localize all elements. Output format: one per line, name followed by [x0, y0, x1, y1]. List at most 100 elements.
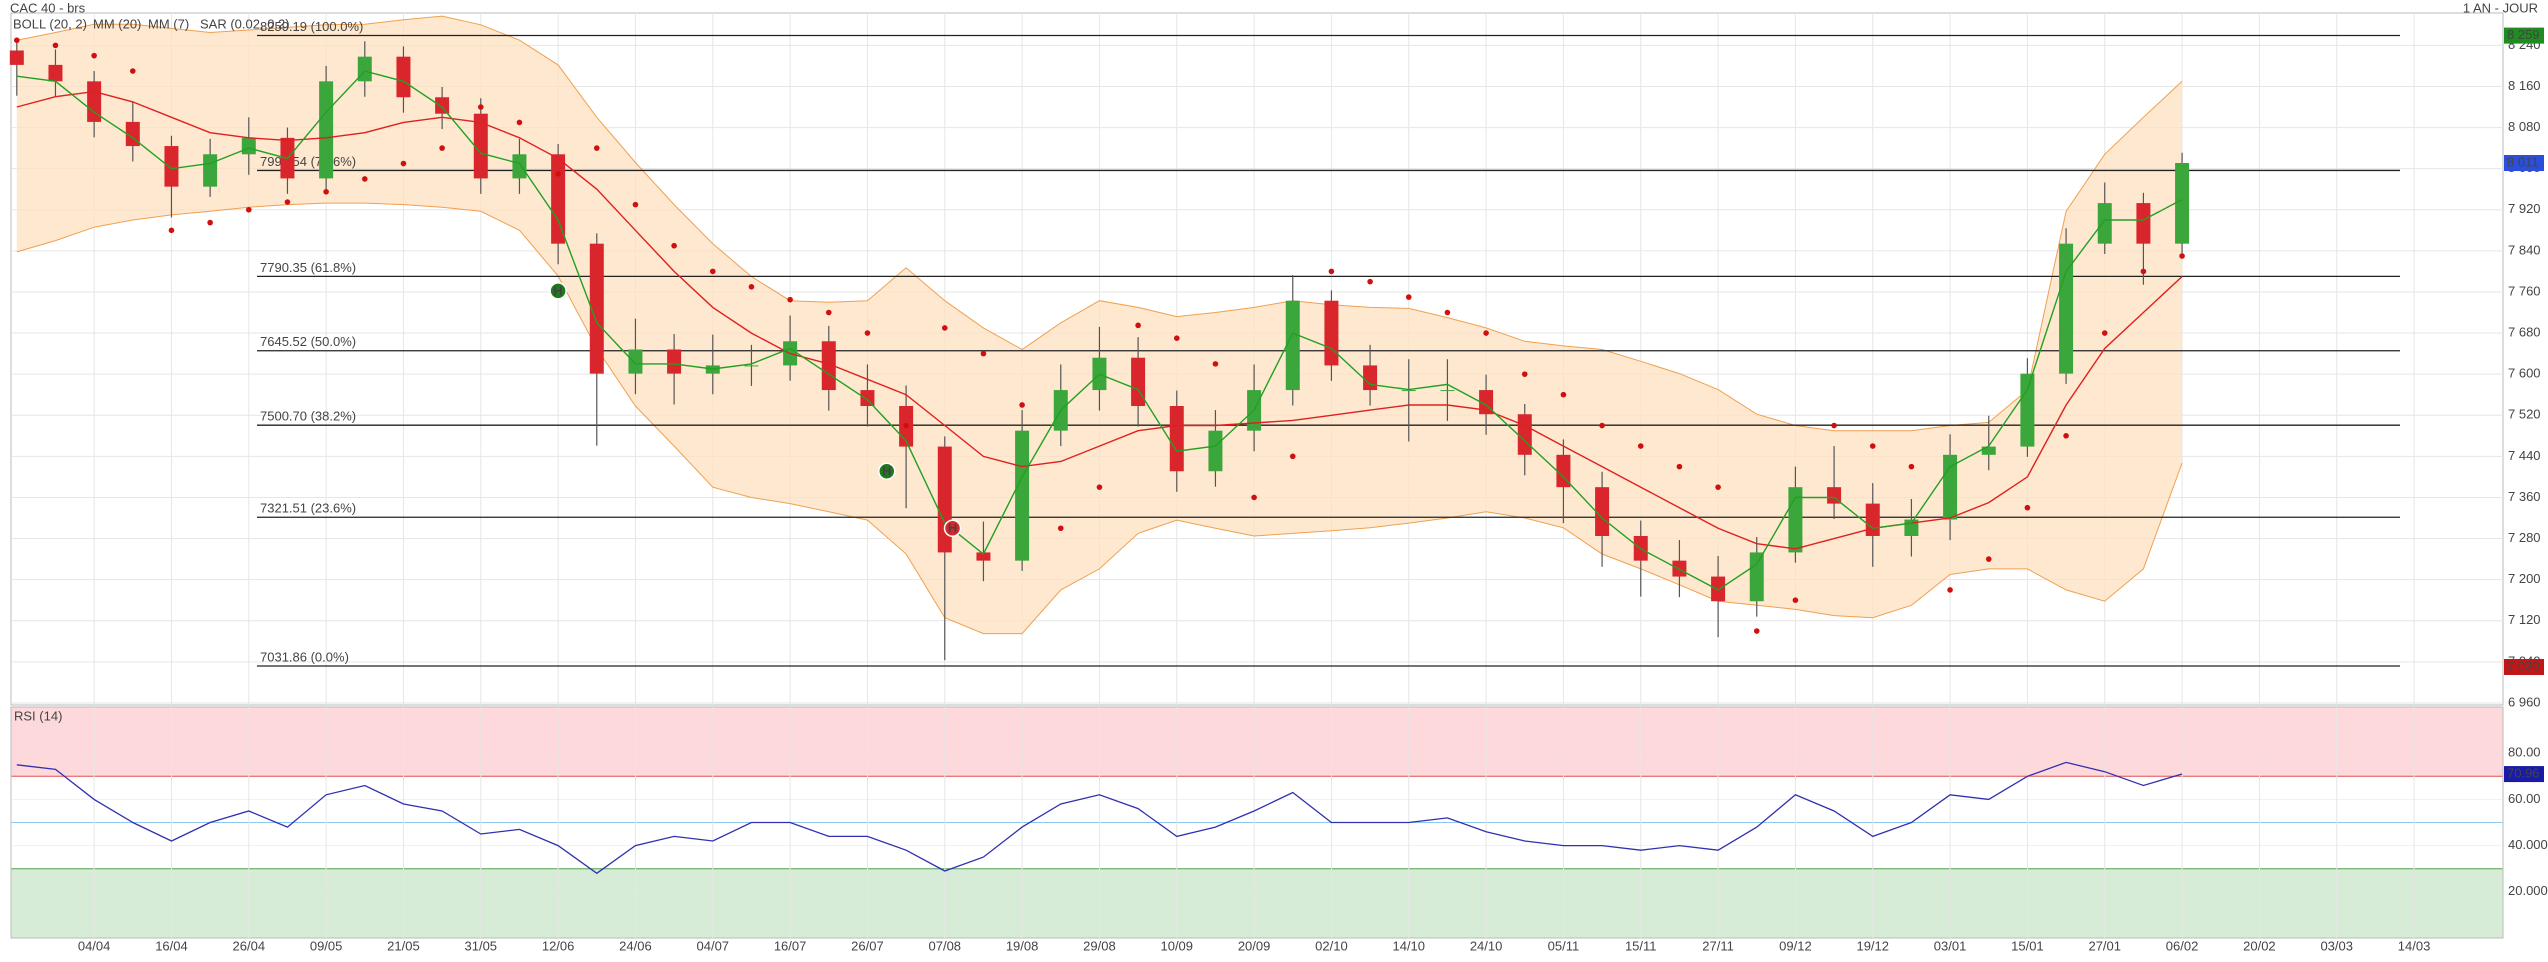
y-tick-label: 6 960 [2508, 694, 2541, 709]
y-tick-label: 80.00 [2508, 745, 2541, 760]
sar-dot [593, 145, 600, 151]
x-tick-label: 20/02 [2243, 938, 2276, 953]
moving-average [16, 90, 2183, 550]
sar-dot [1328, 268, 1335, 275]
sar-dot [903, 422, 909, 429]
candle-body [2136, 203, 2151, 244]
x-tick-label: 10/09 [1160, 938, 1193, 953]
price-tag-label: 8 011 [2507, 154, 2539, 169]
y-tick-label: 8 160 [2508, 78, 2541, 93]
chart-title: CAC 40 - brs [10, 0, 86, 15]
sar-dot [2179, 253, 2185, 259]
candle-body [1865, 503, 1880, 536]
candle-body [435, 97, 450, 114]
sar-dot [980, 350, 987, 357]
sar-dot [168, 227, 175, 234]
rsi-panel [10, 706, 2504, 939]
sar-dot [1444, 309, 1451, 316]
sar-dot [245, 206, 252, 213]
y-tick-label: 20.000 [2508, 883, 2548, 898]
candle-body [1595, 487, 1610, 536]
sar-dot [709, 268, 716, 275]
candle-body [1131, 357, 1146, 407]
sar-dot [864, 330, 871, 336]
candle-body [2175, 163, 2190, 244]
legend-entry: MM (7) [148, 16, 189, 31]
x-tick-label: 27/11 [1702, 938, 1734, 953]
sar-dot [1096, 484, 1103, 490]
x-tick-label: 04/07 [697, 938, 730, 953]
sar-dot [1676, 463, 1683, 470]
level-label: 7996.54 (78.6%) [260, 154, 356, 169]
x-tick-label: 15/11 [1625, 938, 1657, 953]
sar-dot [1212, 361, 1219, 367]
x-tick-label: 05/11 [1548, 938, 1580, 953]
sar-dot [787, 296, 793, 303]
rsi-line [16, 761, 2183, 875]
sar-dot [91, 52, 97, 59]
candle-body [1324, 300, 1339, 366]
x-tick-label: 15/01 [2011, 938, 2044, 953]
sar-dot [516, 119, 523, 126]
y-tick-label: 7 280 [2508, 530, 2541, 545]
sar-dot [2101, 330, 2108, 336]
sar-dot [748, 284, 755, 290]
x-tick-label: 03/03 [2320, 938, 2353, 953]
candle-body [2059, 243, 2074, 374]
candle-body [551, 154, 566, 244]
candle-body [1556, 454, 1571, 488]
candle-body [1363, 365, 1378, 391]
sar-dot [439, 145, 445, 151]
x-tick-label: 06/02 [2166, 938, 2199, 953]
sar-dot [361, 176, 368, 182]
candle-body [628, 349, 643, 374]
bollinger-upper [16, 15, 2183, 432]
sar-dot [555, 170, 561, 177]
legend-entry: SAR (0.02, 0.2) [200, 16, 290, 31]
y-tick-label: 8 080 [2508, 119, 2541, 134]
candle-body [396, 56, 411, 98]
level-label: 7500.70 (38.2%) [260, 409, 356, 424]
candle-body [512, 154, 527, 179]
sar-dot [1599, 422, 1605, 429]
legend-entry: MM (20) [93, 16, 141, 31]
sar-dot [52, 42, 59, 49]
candle-body [976, 552, 991, 561]
candle-body [1711, 576, 1726, 602]
candle-body [1440, 390, 1455, 392]
candle-body [821, 341, 836, 391]
rsi-title: RSI (14) [14, 708, 62, 723]
x-tick-label: 26/04 [233, 938, 266, 953]
candle-body [1285, 300, 1300, 391]
sar-dot [1947, 587, 1953, 593]
candle-body [164, 146, 179, 187]
price-tag [2504, 27, 2544, 44]
signal-marker [943, 519, 962, 538]
y-tick-label: 7 920 [2508, 201, 2541, 216]
y-tick-label: 7 200 [2508, 571, 2541, 586]
signal-label: H [882, 464, 891, 479]
x-tick-label: 19/08 [1006, 938, 1039, 953]
moving-average [16, 70, 2183, 591]
legend-entry: BOLL (20, 2) [13, 16, 87, 31]
x-tick-label: 03/01 [1934, 938, 1967, 953]
sar-dot [1289, 453, 1296, 460]
sar-dot [941, 325, 948, 331]
candle-body [1517, 414, 1532, 455]
price-tag-label: 7 030 [2507, 658, 2540, 673]
candle-body [319, 81, 334, 179]
candle-body [1401, 390, 1416, 392]
x-tick-label: 16/07 [774, 938, 807, 953]
sar-dot [1715, 484, 1721, 490]
candle-body [9, 50, 24, 65]
level-label: 7031.86 (0.0%) [260, 649, 349, 664]
y-tick-label: 7 360 [2508, 489, 2541, 504]
candle-body [589, 243, 604, 374]
x-tick-label: 16/04 [155, 938, 188, 953]
y-tick-label: 60.00 [2508, 791, 2541, 806]
sar-dot [207, 219, 213, 226]
sar-dot [400, 160, 407, 167]
y-tick-label: 7 520 [2508, 407, 2541, 422]
x-tick-label: 20/09 [1238, 938, 1271, 953]
